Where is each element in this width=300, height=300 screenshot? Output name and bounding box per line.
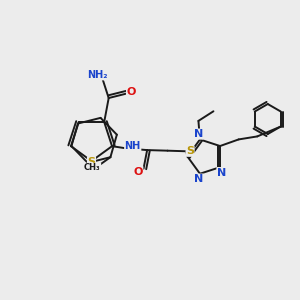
Text: O: O (127, 87, 136, 97)
Text: S: S (88, 157, 95, 167)
Text: O: O (134, 167, 143, 177)
Text: CH₃: CH₃ (84, 163, 101, 172)
Text: NH₂: NH₂ (87, 70, 107, 80)
Text: N: N (217, 168, 226, 178)
Text: S: S (186, 146, 194, 156)
Text: NH: NH (124, 141, 141, 151)
Text: N: N (194, 174, 203, 184)
Text: N: N (194, 129, 203, 139)
